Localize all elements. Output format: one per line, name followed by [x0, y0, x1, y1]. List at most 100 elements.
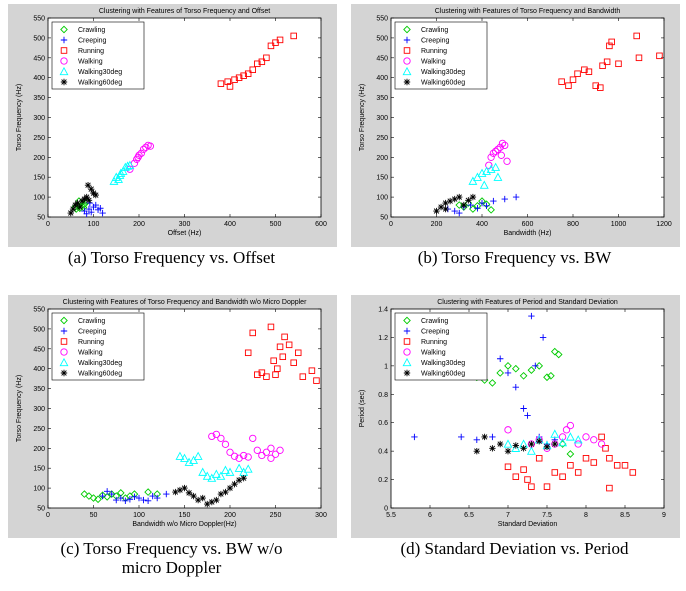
x-tick-label: 800	[567, 221, 579, 228]
caption-a: (a) Torso Frequency vs. Offset	[67, 248, 276, 267]
data-point	[543, 483, 551, 490]
data-point	[558, 437, 568, 447]
data-point	[217, 80, 225, 87]
data-point	[299, 373, 307, 380]
data-point	[536, 437, 543, 445]
legend-marker	[403, 348, 411, 356]
y-axis-label: Torso Frequency (Hz)	[16, 375, 23, 442]
legend-label: Walking	[78, 350, 103, 357]
legend-marker	[60, 338, 68, 345]
legend-label: Walking60deg	[421, 80, 465, 87]
data-point	[460, 201, 467, 209]
data-point	[240, 474, 247, 482]
x-tick-label: 6.5	[464, 512, 474, 519]
data-point	[285, 341, 293, 349]
data-point	[217, 490, 225, 498]
data-point	[154, 494, 161, 502]
data-point	[524, 412, 531, 419]
legend-marker	[403, 47, 411, 54]
legend-marker	[403, 327, 411, 335]
data-point	[520, 405, 527, 412]
data-point	[290, 32, 297, 40]
data-point	[603, 58, 611, 66]
data-point	[204, 500, 211, 508]
y-tick-label: 1.4	[378, 307, 388, 314]
x-tick-label: 600	[522, 221, 534, 228]
data-point	[131, 493, 138, 501]
legend-label: Walking	[421, 350, 446, 357]
legend-label: Walking30deg	[78, 69, 122, 76]
data-point	[267, 454, 275, 462]
data-point	[458, 433, 465, 441]
y-tick-label: 250	[33, 426, 45, 433]
x-tick-label: 9	[662, 512, 666, 519]
data-point	[590, 436, 598, 444]
data-point	[504, 463, 512, 471]
data-point	[469, 193, 477, 201]
data-point	[451, 195, 458, 203]
data-point	[114, 174, 123, 183]
legend-label: Creeping	[421, 38, 450, 45]
data-point	[208, 432, 216, 441]
y-tick-label: 300	[33, 406, 45, 413]
data-point	[224, 78, 231, 85]
data-point	[503, 439, 513, 448]
y-tick-label: 550	[33, 16, 45, 23]
legend-marker	[403, 369, 411, 377]
data-point	[125, 160, 135, 169]
data-point	[254, 60, 261, 68]
legend-box	[394, 312, 488, 381]
x-tick-label: 0	[46, 221, 50, 228]
data-point	[83, 210, 90, 218]
data-point	[234, 463, 244, 472]
y-tick-label: 350	[33, 95, 45, 102]
data-point	[501, 195, 508, 203]
data-point	[526, 446, 536, 455]
data-point	[455, 201, 464, 209]
data-point	[249, 434, 257, 443]
data-point	[240, 72, 247, 79]
data-point	[497, 151, 505, 159]
data-point	[465, 197, 472, 204]
x-tick-label: 200	[133, 221, 145, 228]
x-tick-label: 150	[179, 512, 191, 519]
x-tick-label: 5.5	[386, 512, 396, 519]
y-tick-label: 50	[37, 215, 45, 222]
data-point	[608, 38, 615, 46]
series-walking	[208, 430, 284, 462]
data-point	[134, 153, 142, 161]
legend-marker	[403, 57, 411, 65]
data-point	[216, 471, 226, 480]
data-point	[490, 197, 497, 205]
data-point	[290, 359, 297, 366]
legend-label: Running	[421, 339, 447, 346]
data-point	[491, 162, 501, 171]
data-point	[497, 355, 504, 362]
data-point	[226, 484, 234, 492]
data-point	[113, 496, 120, 504]
legend-label: Crawling	[421, 318, 448, 325]
data-point	[225, 467, 235, 476]
data-point	[437, 203, 445, 211]
data-point	[491, 147, 500, 155]
data-point	[585, 68, 593, 75]
legend-marker	[402, 66, 412, 76]
data-point	[263, 373, 270, 380]
legend-marker	[60, 57, 68, 65]
chart-title: Clustering with Features of Torso Freque…	[435, 8, 621, 15]
legend-marker	[403, 316, 411, 325]
data-point	[473, 447, 480, 455]
legend-marker	[403, 78, 411, 86]
data-point	[489, 445, 496, 452]
data-point	[74, 199, 81, 207]
data-point	[146, 142, 155, 150]
data-point	[84, 181, 92, 189]
data-point	[94, 495, 102, 504]
data-point	[532, 362, 539, 370]
legend-box	[51, 21, 145, 90]
data-point	[99, 492, 106, 500]
data-point	[181, 484, 188, 492]
y-tick-label: 150	[33, 175, 45, 182]
data-point	[550, 429, 560, 438]
data-point	[308, 367, 316, 374]
